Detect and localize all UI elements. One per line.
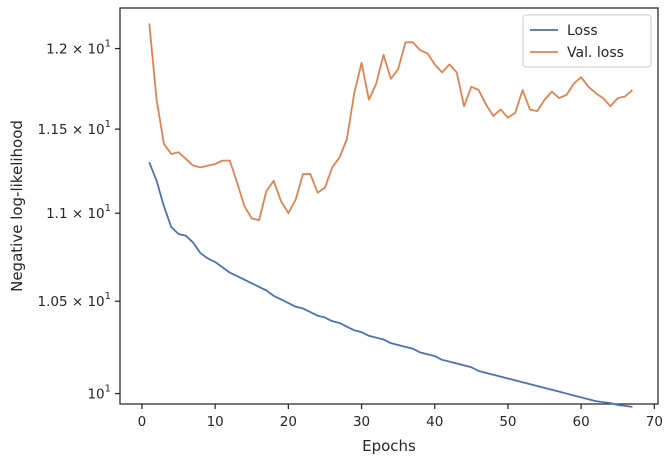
series-lines [148,23,633,408]
y-tick-exponent: 1 [105,39,111,50]
legend: Loss Val. loss [522,14,652,68]
y-tick-exponent: 1 [105,384,111,395]
x-tick-label: 50 [499,414,516,430]
y-tick-exponent: 1 [105,291,111,302]
y-tick-label: 1.15 × 101 [37,119,111,138]
y-tick-base: 10 [87,387,104,403]
y-tick-label: 1.2 × 101 [46,39,111,58]
y-axis-label: Negative log-likelihood [8,120,26,292]
y-tick-label: 1.1 × 101 [46,203,111,222]
x-tick-label: 20 [280,414,297,430]
legend-box [522,14,652,68]
x-tick-label: 0 [138,414,147,430]
legend-label-loss: Loss [567,23,598,39]
x-axis-ticks: 0 10 20 30 40 50 60 70 [138,404,663,430]
x-tick-label: 30 [353,414,370,430]
legend-label-val-loss: Val. loss [567,45,624,61]
x-tick-label: 60 [573,414,590,430]
y-tick-mantissa: 1.2 × [46,42,87,58]
x-tick-label: 70 [646,414,663,430]
y-tick-mantissa: 1.15 × [37,122,87,138]
y-tick-label: 101 [87,384,111,403]
y-tick-mantissa: 1.05 × [37,294,87,310]
y-tick-exponent: 1 [105,203,111,214]
y-tick-base: 10 [87,122,104,138]
y-tick-base: 10 [87,294,104,310]
y-tick-base: 10 [87,206,104,222]
y-tick-exponent: 1 [105,119,111,130]
y-tick-base: 10 [87,42,104,58]
series-line-loss [148,161,633,408]
y-tick-label: 1.05 × 101 [37,291,111,310]
x-tick-label: 10 [207,414,224,430]
series-line-val-loss [148,23,633,222]
y-tick-mantissa: 1.1 × [46,206,87,222]
x-axis-label: Epochs [362,437,416,455]
x-tick-label: 40 [426,414,443,430]
